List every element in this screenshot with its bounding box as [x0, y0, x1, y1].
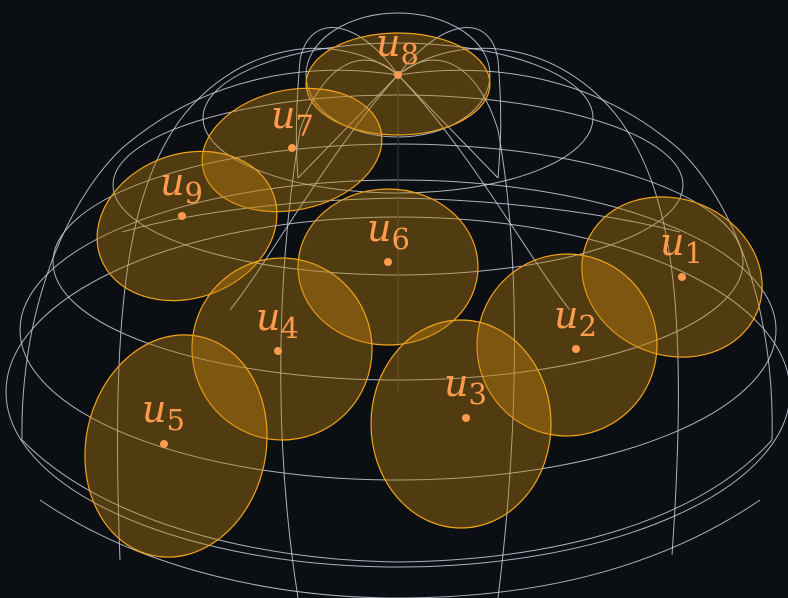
cap-u8 — [305, 32, 491, 136]
meridian-arc — [280, 59, 399, 598]
meridian-arc — [21, 69, 399, 441]
label-u4: u4 — [256, 295, 299, 345]
label-u3: u3 — [444, 361, 487, 411]
meridian-arc — [117, 47, 399, 561]
center-dot-u7 — [288, 144, 296, 152]
meridian-arc — [21, 439, 773, 563]
cap-u4 — [191, 257, 373, 441]
center-dot-u4 — [274, 347, 282, 355]
meridian-arc — [397, 74, 571, 311]
cap-labels: u8 u7 u9 u6 u1 u2 u4 u3 u5 — [142, 21, 703, 437]
meridian-arc — [397, 27, 502, 179]
label-u6: u6 — [367, 206, 410, 256]
cap-u9 — [96, 150, 278, 302]
center-dot-u8 — [394, 71, 402, 79]
center-dot-u5 — [160, 440, 168, 448]
label-u8: u8 — [376, 21, 419, 71]
center-dot-u2 — [572, 345, 580, 353]
cap-u5 — [84, 334, 268, 558]
cap-u6 — [297, 188, 479, 346]
label-u7: u7 — [271, 93, 314, 143]
meridian-arc — [397, 59, 515, 598]
meridian-arc — [397, 47, 679, 556]
meridian-arc — [397, 69, 773, 441]
center-dot-u6 — [384, 258, 392, 266]
meridian-arc — [39, 499, 761, 598]
caps — [84, 32, 763, 558]
label-u9: u9 — [160, 160, 203, 210]
label-u5: u5 — [142, 387, 185, 437]
cap-centers — [160, 71, 686, 448]
meridian-arc — [295, 27, 399, 179]
cap-u3 — [370, 319, 552, 529]
center-dot-u9 — [178, 212, 186, 220]
cap-u2 — [476, 253, 658, 437]
center-dot-u3 — [462, 414, 470, 422]
label-u1: u1 — [660, 220, 703, 270]
meridian-arc — [229, 74, 399, 311]
center-dot-u1 — [678, 273, 686, 281]
label-u2: u2 — [554, 293, 597, 343]
cap-u1 — [581, 196, 763, 358]
